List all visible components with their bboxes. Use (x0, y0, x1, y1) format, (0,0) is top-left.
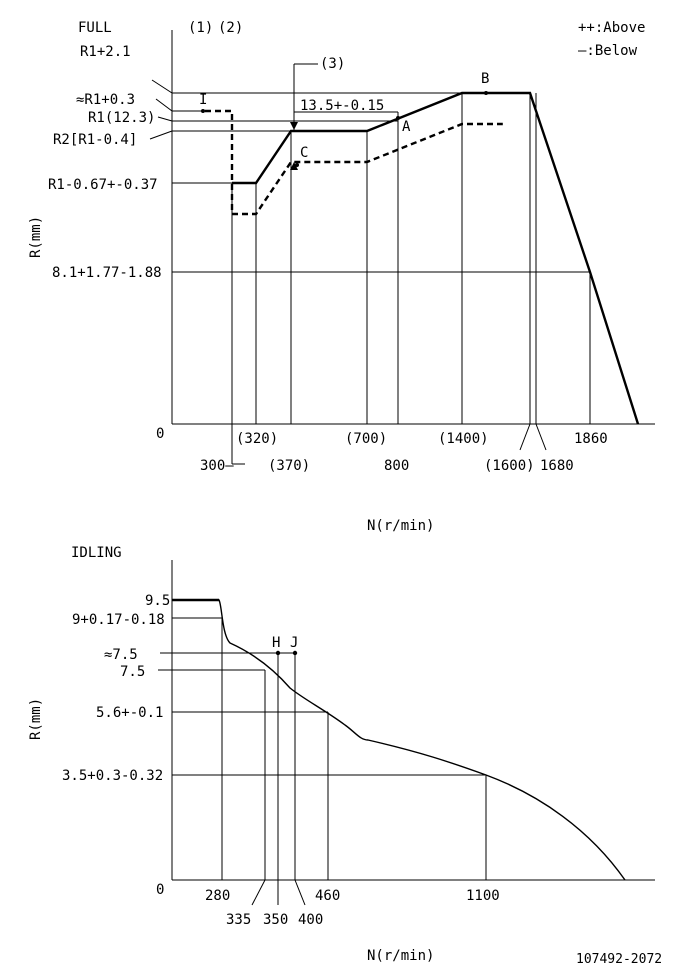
idling-ytick-9-5: 9.5 (145, 593, 170, 609)
idling-xtick-400: 400 (298, 912, 323, 928)
idling-y-axis-label: R(mm) (28, 698, 44, 740)
full-xtick-320: (320) (236, 431, 278, 447)
full-origin-label: 0 (156, 426, 164, 442)
full-ytick-r2: R2[R1-0.4] (53, 132, 137, 148)
idling-ytick-3-5: 3.5+0.3-0.32 (62, 768, 163, 784)
full-dashed-series (205, 109, 503, 216)
idling-chart: IDLING 0 R(mm) N(r/min) 9.5 9+0.17-0.18 … (28, 545, 655, 964)
point-i (201, 109, 205, 113)
idling-origin-label: 0 (156, 882, 164, 898)
label-b: B (481, 71, 489, 87)
label-j: J (290, 635, 298, 651)
full-ytick-r1-minus-0-67: R1-0.67+-0.37 (48, 177, 158, 193)
idling-xtick-350: 350 (263, 912, 288, 928)
label-h: H (272, 635, 280, 651)
header-label-2: (2) (218, 20, 243, 36)
idling-xtick-280: 280 (205, 888, 230, 904)
legend-below: —:Below (578, 43, 638, 59)
full-ytick-r1: R1(12.3) (88, 110, 155, 126)
full-y-axis-label: R(mm) (28, 216, 44, 258)
full-xtick-700: (700) (345, 431, 387, 447)
footer-code: 107492-2072 (576, 952, 662, 967)
header-label-1: (1) (188, 20, 213, 36)
full-chart-title: FULL (78, 20, 112, 36)
full-ytick-r1-plus-2-1: R1+2.1 (80, 44, 131, 60)
full-chart: FULL (1) (2) ++:Above —:Below 0 R(mm) N(… (28, 20, 655, 534)
idling-xtick-335: 335 (226, 912, 251, 928)
full-xtick-300: 300— (200, 458, 234, 474)
annotation-3: (3) (320, 56, 345, 72)
full-ytick-8-1: 8.1+1.77-1.88 (52, 265, 162, 281)
idling-ytick-7-5: 7.5 (120, 664, 145, 680)
point-j (292, 650, 298, 656)
point-c (295, 163, 299, 167)
full-ytick-approx-r1-plus-0-3: ≈R1+0.3 (76, 92, 135, 108)
point-a (396, 116, 400, 120)
full-xtick-800: 800 (384, 458, 409, 474)
full-xtick-1680: 1680 (540, 458, 574, 474)
full-solid-series (232, 91, 640, 425)
label-c: C (300, 145, 308, 161)
idling-ytick-approx-7-5: ≈7.5 (104, 647, 138, 663)
label-a: A (402, 119, 411, 135)
point-b (484, 91, 488, 95)
full-xtick-1400: (1400) (438, 431, 489, 447)
full-xtick-370: (370) (268, 458, 310, 474)
full-xtick-1860: 1860 (574, 431, 608, 447)
label-i: I (199, 92, 207, 108)
full-xtick-1600: (1600) (484, 458, 535, 474)
point-h (275, 650, 281, 656)
full-x-axis-label: N(r/min) (367, 518, 434, 534)
idling-ytick-5-6: 5.6+-0.1 (96, 705, 163, 721)
idling-chart-title: IDLING (71, 545, 122, 561)
annotation-13-5: 13.5+-0.15 (300, 98, 384, 114)
idling-series (172, 599, 626, 881)
idling-xtick-1100: 1100 (466, 888, 500, 904)
idling-ytick-9: 9+0.17-0.18 (72, 612, 165, 628)
idling-x-axis-label: N(r/min) (367, 948, 434, 964)
idling-xtick-460: 460 (315, 888, 340, 904)
legend-above: ++:Above (578, 20, 645, 36)
